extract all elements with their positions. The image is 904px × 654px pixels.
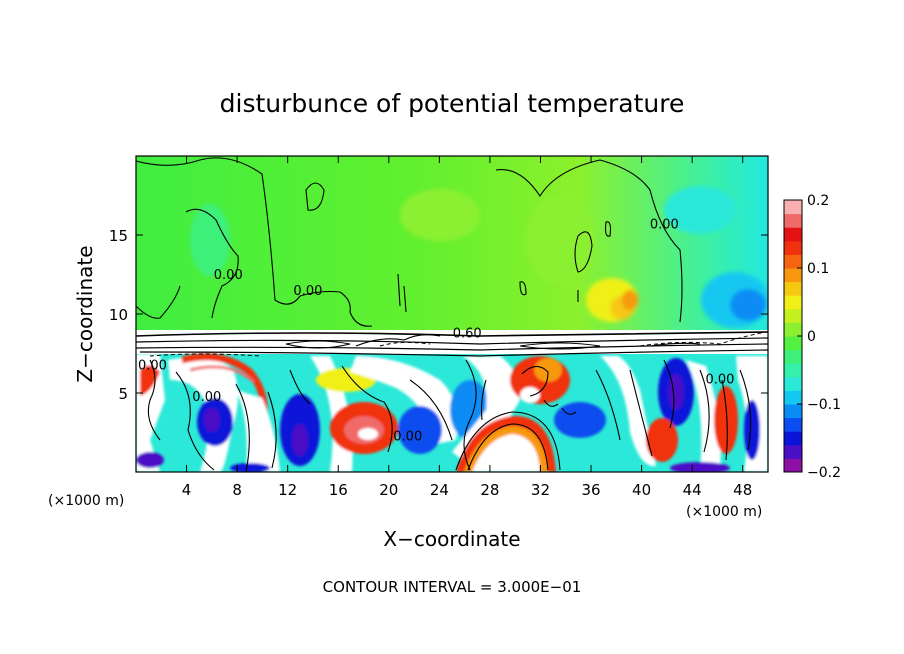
x-tick-label-3: 16 xyxy=(329,481,348,499)
contour-lines xyxy=(136,157,768,472)
colorbar-swatch-2 xyxy=(784,431,802,446)
x-tick-label-8: 36 xyxy=(581,481,600,499)
x-tick-label-0: 4 xyxy=(182,481,192,499)
colorbar-swatch-13 xyxy=(784,281,802,296)
x-tick-label-9: 40 xyxy=(632,481,651,499)
colorbar-swatch-16 xyxy=(784,240,802,255)
colorbar-swatch-4 xyxy=(784,404,802,419)
contour-labels: 0.00 0.00 0.00 0.60 0.00 0.00 0.00 0.00 xyxy=(138,218,734,445)
contour-label-3: 0.60 xyxy=(453,327,482,342)
colorbar-swatch-18 xyxy=(784,213,802,228)
colorbar-swatch-5 xyxy=(784,390,802,405)
heatmap-field: 0.00 0.00 0.00 0.60 0.00 0.00 0.00 0.00 xyxy=(136,156,768,472)
y-tick-label-2: 15 xyxy=(109,227,128,245)
x-tick-label-11: 48 xyxy=(733,481,752,499)
x-tick-label-7: 32 xyxy=(531,481,550,499)
x-tick-label-6: 28 xyxy=(480,481,499,499)
colorbar-swatch-9 xyxy=(784,336,802,351)
x-tick-label-5: 24 xyxy=(430,481,449,499)
x-tick-label-1: 8 xyxy=(232,481,242,499)
y-axis: 5 10 15 xyxy=(109,227,768,403)
x-axis: 4 8 12 16 20 24 28 32 36 40 44 48 xyxy=(182,156,752,499)
colorbar-swatch-14 xyxy=(784,268,802,283)
colorbar-swatch-3 xyxy=(784,417,802,432)
contour-interval-note: CONTOUR INTERVAL = 3.000E−01 xyxy=(323,578,582,596)
colorbar-tick-label-4: −0.2 xyxy=(807,465,841,481)
contour-label-1: 0.00 xyxy=(293,284,322,299)
x-axis-label: X−coordinate xyxy=(383,527,520,551)
colorbar-swatch-12 xyxy=(784,295,802,310)
contour-label-5: 0.00 xyxy=(192,390,221,405)
colorbar-tick-label-0: 0.2 xyxy=(807,193,829,209)
x-tick-label-2: 12 xyxy=(278,481,297,499)
colorbar-swatch-8 xyxy=(784,349,802,364)
colorbar-swatch-10 xyxy=(784,322,802,337)
x-tick-label-4: 20 xyxy=(379,481,398,499)
colorbar-swatch-11 xyxy=(784,308,802,323)
contour-label-4: 0.00 xyxy=(138,358,167,373)
x-tick-label-10: 44 xyxy=(683,481,702,499)
colorbar-swatch-15 xyxy=(784,254,802,269)
x-unit-left: (×1000 m) xyxy=(48,493,124,509)
chart-title: disturbunce of potential temperature xyxy=(220,89,685,118)
contour-label-2: 0.00 xyxy=(650,218,679,233)
lower-anomalies xyxy=(136,353,768,472)
upper-anomalies xyxy=(190,186,768,328)
colorbar-tick-label-1: 0.1 xyxy=(807,261,829,277)
y-tick-label-1: 10 xyxy=(109,306,128,324)
contour-label-7: 0.00 xyxy=(705,373,734,388)
colorbar-tick-label-3: −0.1 xyxy=(807,397,841,413)
colorbar: 0.2 0.1 0 −0.1 −0.2 xyxy=(783,193,841,481)
contour-label-0: 0.00 xyxy=(214,268,243,283)
contour-label-6: 0.00 xyxy=(393,429,422,444)
colorbar-swatch-1 xyxy=(784,444,802,459)
contour-dashes xyxy=(149,331,767,357)
colorbar-swatch-17 xyxy=(784,227,802,242)
colorbar-swatch-0 xyxy=(784,458,802,473)
colorbar-swatch-19 xyxy=(784,200,802,215)
x-unit-right: (×1000 m) xyxy=(686,504,762,520)
colorbar-swatch-7 xyxy=(784,363,802,378)
upper-layer xyxy=(136,156,768,332)
y-axis-label: Z−coordinate xyxy=(73,245,97,382)
colorbar-tick-label-2: 0 xyxy=(807,329,816,345)
y-tick-label-0: 5 xyxy=(118,385,128,403)
colorbar-swatch-6 xyxy=(784,376,802,391)
